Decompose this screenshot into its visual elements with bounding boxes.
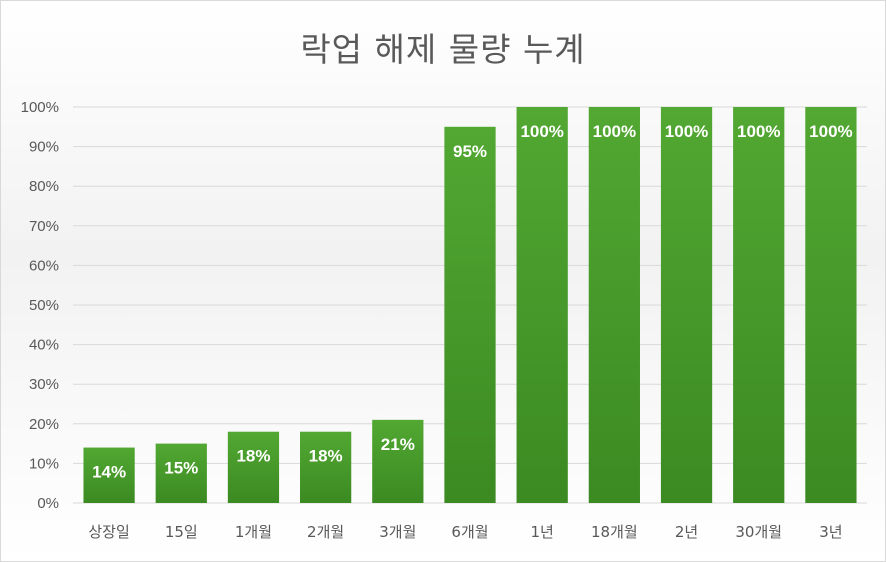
- x-tick-label: 3년: [819, 523, 842, 541]
- data-label: 14%: [92, 463, 126, 482]
- bar: [805, 107, 857, 503]
- y-tick-label: 80%: [29, 178, 59, 195]
- data-label: 21%: [381, 435, 415, 454]
- y-tick-label: 30%: [29, 376, 59, 393]
- y-tick-label: 70%: [29, 218, 59, 235]
- y-tick-label: 0%: [37, 495, 59, 512]
- x-tick-label: 30개월: [735, 523, 782, 541]
- data-label: 18%: [309, 447, 343, 466]
- x-tick-label: 18개월: [591, 523, 638, 541]
- bar: [660, 107, 713, 503]
- bar: [372, 419, 424, 503]
- x-tick-label: 1개월: [235, 523, 272, 541]
- data-label: 100%: [593, 122, 636, 141]
- bar: [227, 431, 280, 503]
- x-tick-label: 15일: [165, 523, 198, 541]
- y-tick-label: 100%: [21, 99, 59, 116]
- bar: [155, 443, 207, 503]
- y-tick-label: 20%: [29, 416, 59, 433]
- data-label: 95%: [453, 142, 487, 161]
- data-label: 100%: [665, 122, 708, 141]
- data-label: 100%: [737, 122, 780, 141]
- y-tick-label: 60%: [29, 257, 59, 274]
- x-tick-label: 상장일: [88, 523, 129, 541]
- data-label: 100%: [809, 122, 852, 141]
- data-label: 18%: [236, 447, 270, 466]
- chart-title: 락업 해제 물량 누계: [300, 30, 586, 69]
- bar: [83, 447, 135, 503]
- bar: [588, 107, 640, 503]
- x-tick-label: 3개월: [379, 523, 416, 541]
- y-tick-label: 90%: [29, 139, 59, 156]
- bar: [733, 107, 785, 503]
- x-tick-label: 6개월: [451, 523, 488, 541]
- x-tick-label: 2년: [675, 523, 698, 541]
- y-tick-label: 40%: [29, 337, 59, 354]
- bar: [300, 431, 352, 503]
- bar: [516, 107, 568, 503]
- data-label: 100%: [520, 122, 563, 141]
- y-tick-label: 50%: [29, 297, 59, 314]
- bar: [444, 126, 496, 504]
- x-tick-label: 1년: [531, 523, 554, 541]
- data-label: 15%: [164, 459, 198, 478]
- x-tick-label: 2개월: [307, 523, 344, 541]
- y-tick-label: 10%: [29, 455, 59, 472]
